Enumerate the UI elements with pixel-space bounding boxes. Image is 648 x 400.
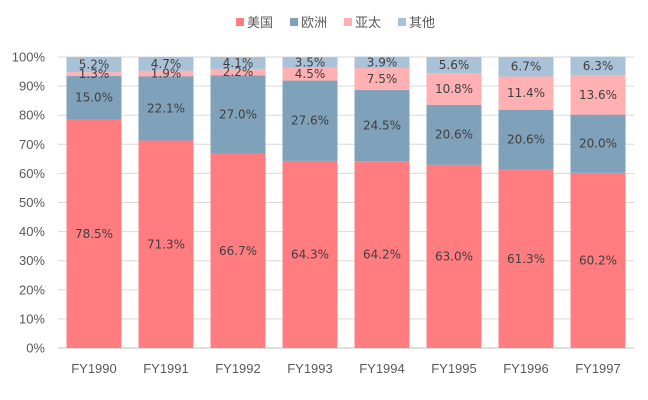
data-label: 63.0% — [435, 249, 473, 263]
bar-segment — [210, 75, 266, 154]
data-label: 10.8% — [435, 82, 473, 96]
data-label: 27.6% — [291, 114, 329, 128]
bar-segment — [138, 76, 194, 141]
data-label: 3.5% — [295, 55, 326, 69]
y-tick-label: 0% — [26, 341, 45, 356]
bar-segment — [66, 72, 122, 76]
y-tick-label: 10% — [19, 311, 45, 326]
bar-segment — [570, 56, 626, 76]
bar-segment — [138, 57, 194, 71]
x-tick-label: FY1991 — [143, 361, 189, 376]
data-label: 66.7% — [219, 244, 257, 258]
data-label: 61.3% — [507, 252, 545, 266]
legend-label: 美国 — [247, 16, 273, 31]
bar-segment — [498, 169, 554, 348]
x-tick-label: FY1994 — [359, 361, 405, 376]
y-tick-label: 20% — [19, 282, 45, 297]
bar-segment — [498, 109, 554, 170]
y-tick-label: 70% — [19, 137, 45, 152]
y-tick-label: 80% — [19, 108, 45, 123]
bar-segment — [570, 172, 626, 348]
data-labels: 78.5% 15.0% 1.3%5.2% 71.3% 22.1% 1.9%4.7% 66.7… — [75, 55, 617, 267]
data-label: 1.9% — [151, 66, 182, 80]
y-axis: 0% 10% 20% 30% 40% 50% 60% 70% 80% 90% 100% — [12, 50, 46, 356]
data-label: 71.3% — [147, 237, 185, 251]
bar-segment — [354, 56, 410, 69]
data-label: 78.5% — [75, 227, 113, 241]
y-tick-label: 100% — [12, 50, 46, 65]
data-label: 7.5% — [367, 72, 398, 86]
legend-label: 亚太 — [355, 16, 381, 31]
bar-segment — [282, 80, 338, 161]
bar-segment — [354, 161, 410, 348]
bar-segment — [426, 164, 482, 348]
x-tick-label: FY1996 — [503, 361, 549, 376]
bar-segment — [426, 57, 482, 74]
data-label: 24.5% — [363, 119, 401, 133]
chart-legend: 美国 欧洲 亚太 其他 — [236, 16, 435, 31]
y-tick-label: 60% — [19, 166, 45, 181]
bar-segment — [426, 104, 482, 165]
x-tick-label: FY1992 — [215, 361, 261, 376]
bar-segment — [570, 75, 626, 115]
data-label: 6.3% — [583, 59, 614, 73]
bar-segment — [66, 119, 122, 348]
bar-segment — [210, 68, 266, 76]
data-label: 64.2% — [363, 248, 401, 262]
bars — [66, 56, 626, 348]
legend-label: 欧洲 — [301, 16, 327, 31]
data-label: 4.7% — [151, 57, 182, 71]
data-label: 5.2% — [79, 58, 110, 72]
data-label: 2.2% — [223, 65, 254, 79]
bar-segment — [570, 114, 626, 173]
x-tick-label: FY1993 — [287, 361, 333, 376]
bar-segment — [354, 68, 410, 90]
y-tick-label: 50% — [19, 195, 45, 210]
data-label: 5.6% — [439, 58, 470, 72]
x-tick-label: FY1995 — [431, 361, 477, 376]
data-label: 4.1% — [223, 56, 254, 70]
bar-segment — [210, 57, 266, 69]
data-label: 13.6% — [579, 88, 617, 102]
x-axis: FY1990 FY1991 FY1992 FY1993 FY1994 FY1995 FY19… — [71, 361, 621, 376]
data-label: 4.5% — [295, 67, 326, 81]
legend-swatch — [398, 18, 406, 26]
data-label: 15.0% — [75, 91, 113, 105]
legend-label: 其他 — [409, 16, 435, 31]
data-label: 20.6% — [435, 128, 473, 142]
y-tick-label: 90% — [19, 79, 45, 94]
data-label: 3.9% — [367, 55, 398, 69]
bar-segment — [66, 75, 122, 120]
y-tick-label: 40% — [19, 224, 45, 239]
data-label: 22.1% — [147, 101, 185, 115]
data-label: 60.2% — [579, 253, 617, 267]
data-label: 11.4% — [507, 86, 545, 100]
x-tick-label: FY1990 — [71, 361, 117, 376]
bar-segment — [282, 57, 338, 68]
legend-swatch — [290, 18, 298, 26]
bar-segment — [138, 140, 194, 348]
bar-segment — [66, 57, 122, 73]
data-label: 20.0% — [579, 137, 617, 151]
bar-segment — [498, 76, 554, 110]
x-tick-label: FY1997 — [575, 361, 621, 376]
y-tick-label: 30% — [19, 253, 45, 268]
bar-segment — [282, 160, 338, 348]
data-label: 64.3% — [291, 247, 329, 261]
bar-segment — [426, 73, 482, 105]
bar-segment — [498, 57, 554, 77]
bar-segment — [210, 153, 266, 348]
legend-swatch — [236, 18, 244, 26]
data-label: 6.7% — [511, 60, 542, 74]
data-label: 20.6% — [507, 133, 545, 147]
bar-segment — [354, 89, 410, 162]
bar-segment — [282, 67, 338, 81]
bar-segment — [138, 70, 194, 77]
data-label: 27.0% — [219, 108, 257, 122]
data-label: 1.3% — [79, 67, 110, 81]
legend-swatch — [344, 18, 352, 26]
